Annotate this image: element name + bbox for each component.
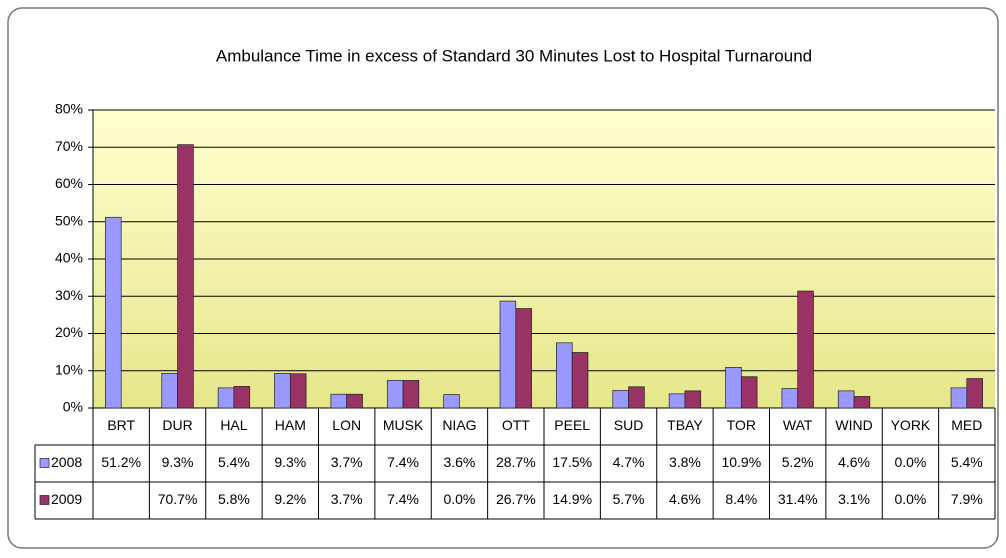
bar [781, 388, 799, 409]
bar [177, 144, 194, 409]
x-tick-label: MED [951, 417, 982, 433]
x-tick-label: SUD [614, 417, 644, 433]
data-table-value: 28.7% [496, 454, 536, 470]
bar [668, 393, 686, 409]
y-tick-label: 20% [55, 324, 83, 340]
x-tick-label: WIND [835, 417, 872, 433]
x-tick-label: YORK [891, 417, 931, 433]
bar [966, 378, 983, 409]
y-tick-label: 70% [55, 138, 83, 154]
bar [161, 373, 178, 409]
y-tick-label: 30% [55, 287, 83, 303]
data-table-value: 7.9% [951, 491, 983, 507]
bar [628, 386, 645, 409]
bar [217, 387, 235, 409]
data-table-value: 3.7% [331, 491, 363, 507]
data-table-value: 3.6% [443, 454, 475, 470]
x-tick-label: OTT [502, 417, 530, 433]
x-tick-label: MUSK [383, 417, 424, 433]
data-table-value: 4.6% [669, 491, 701, 507]
bar [740, 376, 758, 409]
bar [330, 393, 348, 409]
data-table-value: 5.4% [218, 454, 250, 470]
legend-key [39, 458, 50, 468]
x-tick-label: PEEL [554, 417, 590, 433]
data-table-value: 0.0% [894, 454, 926, 470]
x-tick-label: LON [332, 417, 361, 433]
data-table-value: 4.7% [613, 454, 645, 470]
bar [402, 380, 420, 409]
data-table-value: 3.1% [838, 491, 870, 507]
data-table-value: 7.4% [387, 454, 419, 470]
bar [612, 390, 629, 409]
data-table-value: 8.4% [725, 491, 757, 507]
bar [346, 393, 363, 409]
y-tick-label: 10% [55, 361, 83, 377]
data-table-value: 5.4% [951, 454, 983, 470]
y-tick-label: 80% [55, 101, 83, 117]
data-table-value: 17.5% [552, 454, 592, 470]
x-tick-label: NIAG [442, 417, 476, 433]
x-tick-label: TBAY [667, 417, 703, 433]
y-tick-label: 60% [55, 175, 83, 191]
bar [571, 352, 589, 409]
data-table-value: 7.4% [387, 491, 419, 507]
bar [556, 342, 573, 409]
data-table-value: 3.8% [669, 454, 701, 470]
bar [386, 380, 404, 409]
data-table-value: 5.2% [782, 454, 814, 470]
legend-key [39, 495, 50, 505]
x-tick-label: DUR [162, 417, 192, 433]
data-table-value: 70.7% [158, 491, 198, 507]
legend-label: 2009 [51, 491, 82, 507]
x-tick-label: HAM [275, 417, 306, 433]
chart-title: Ambulance Time in excess of Standard 30 … [216, 46, 812, 65]
data-table-value: 31.4% [778, 491, 818, 507]
bar [950, 387, 968, 409]
bar [684, 390, 702, 409]
bar [837, 390, 855, 409]
x-tick-label: BRT [107, 417, 135, 433]
data-table-value: 3.7% [331, 454, 363, 470]
x-tick-label: WAT [783, 417, 813, 433]
bar [853, 396, 871, 409]
y-tick-label: 0% [63, 399, 83, 415]
bar [289, 373, 307, 409]
y-tick-label: 40% [55, 250, 83, 266]
bar [499, 300, 517, 409]
data-table-value: 9.2% [274, 491, 306, 507]
data-table-value: 0.0% [443, 491, 475, 507]
bar [274, 373, 291, 409]
bar [105, 216, 122, 409]
data-table-value: 26.7% [496, 491, 536, 507]
data-table-value: 4.6% [838, 454, 870, 470]
x-tick-label: TOR [727, 417, 756, 433]
data-table-value: 5.8% [218, 491, 250, 507]
data-table-value: 5.7% [613, 491, 645, 507]
bar [443, 394, 460, 409]
data-table-value: 51.2% [101, 454, 141, 470]
legend-label: 2008 [51, 454, 82, 470]
data-table-value: 9.3% [274, 454, 306, 470]
bar [797, 290, 814, 409]
bar [725, 367, 742, 409]
x-tick-label: HAL [220, 417, 247, 433]
data-table-value: 0.0% [894, 491, 926, 507]
data-table-value: 9.3% [162, 454, 194, 470]
bar [233, 386, 251, 409]
bar [515, 308, 532, 409]
y-tick-label: 50% [55, 212, 83, 228]
data-table-value: 10.9% [721, 454, 761, 470]
data-table-value: 14.9% [552, 491, 592, 507]
